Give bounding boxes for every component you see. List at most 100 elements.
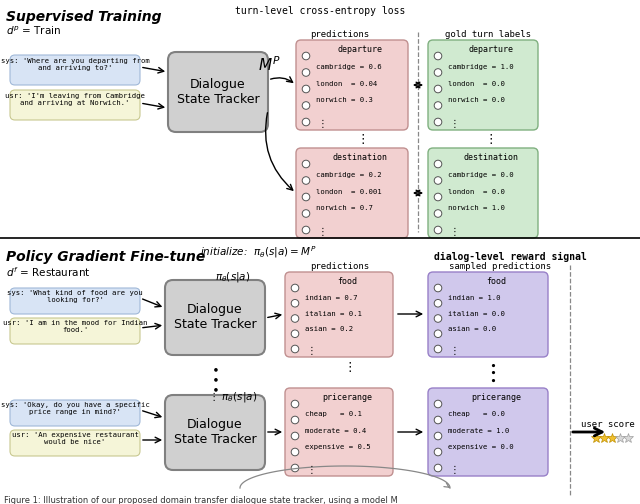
Text: $\bullet$: $\bullet$: [211, 382, 219, 395]
Circle shape: [434, 416, 442, 424]
Circle shape: [434, 69, 442, 76]
Text: cambridge = 1.0: cambridge = 1.0: [448, 64, 514, 70]
Text: $\vdots$: $\vdots$: [449, 225, 457, 238]
Circle shape: [434, 118, 442, 126]
Circle shape: [302, 118, 310, 126]
Text: norwich = 0.0: norwich = 0.0: [448, 97, 505, 103]
FancyBboxPatch shape: [10, 90, 140, 120]
Text: london  = 0.04: london = 0.04: [316, 81, 377, 87]
Text: $\vdots$: $\vdots$: [449, 117, 457, 130]
Circle shape: [434, 432, 442, 440]
Circle shape: [302, 52, 310, 60]
Text: $d^f$ = Restaurant: $d^f$ = Restaurant: [6, 265, 91, 279]
Text: $\vdots$: $\vdots$: [317, 225, 324, 238]
Text: $\vdots$: $\vdots$: [449, 463, 457, 476]
Text: sys: 'Where are you departing from
and arriving to?': sys: 'Where are you departing from and a…: [1, 58, 149, 71]
Text: turn-level cross-entropy loss: turn-level cross-entropy loss: [235, 6, 405, 16]
Text: $\vdots$: $\vdots$: [307, 344, 314, 357]
FancyBboxPatch shape: [10, 318, 140, 344]
Text: cheap   = 0.1: cheap = 0.1: [305, 411, 362, 417]
Text: $\vdots$: $\vdots$: [307, 463, 314, 476]
Text: $\bullet$: $\bullet$: [211, 362, 219, 375]
Text: $\bullet$: $\bullet$: [211, 372, 219, 385]
Text: cheap   = 0.0: cheap = 0.0: [448, 411, 505, 417]
Text: expensive = 0.0: expensive = 0.0: [448, 444, 514, 450]
Circle shape: [434, 102, 442, 109]
Circle shape: [434, 464, 442, 472]
FancyBboxPatch shape: [285, 272, 393, 357]
FancyBboxPatch shape: [10, 430, 140, 456]
Text: sys: 'Okay, do you have a specific
price range in mind?': sys: 'Okay, do you have a specific price…: [1, 402, 149, 415]
Text: Policy Gradient Fine-tune: Policy Gradient Fine-tune: [6, 250, 205, 264]
Circle shape: [434, 284, 442, 292]
Text: indian = 0.7: indian = 0.7: [305, 295, 358, 301]
Text: food: food: [337, 277, 357, 286]
Text: destination: destination: [333, 153, 387, 162]
Circle shape: [302, 177, 310, 184]
FancyBboxPatch shape: [428, 40, 538, 130]
Circle shape: [291, 314, 299, 322]
Text: sampled predictions: sampled predictions: [449, 262, 551, 271]
Circle shape: [434, 52, 442, 60]
Circle shape: [434, 299, 442, 307]
Text: moderate = 0.4: moderate = 0.4: [305, 428, 366, 434]
Text: asian = 0.2: asian = 0.2: [305, 327, 353, 332]
Circle shape: [302, 102, 310, 109]
Text: asian = 0.0: asian = 0.0: [448, 327, 496, 332]
Text: pricerange: pricerange: [471, 393, 521, 402]
FancyBboxPatch shape: [296, 148, 408, 238]
Text: $M^P$: $M^P$: [258, 55, 281, 74]
Text: norwich = 0.3: norwich = 0.3: [316, 97, 373, 103]
Text: italian = 0.0: italian = 0.0: [448, 310, 505, 317]
Circle shape: [302, 69, 310, 76]
Circle shape: [302, 226, 310, 234]
Circle shape: [434, 210, 442, 217]
Text: $\vdots$: $\vdots$: [449, 344, 457, 357]
Text: $\pi_\theta(s|a)$: $\pi_\theta(s|a)$: [215, 270, 251, 284]
Circle shape: [434, 345, 442, 353]
Circle shape: [434, 193, 442, 201]
Text: destination: destination: [463, 153, 518, 162]
Text: norwich = 0.7: norwich = 0.7: [316, 206, 373, 212]
Text: $\vdots$: $\vdots$: [342, 360, 351, 374]
Text: predictions: predictions: [310, 30, 369, 39]
Text: $d^p$ = Train: $d^p$ = Train: [6, 25, 61, 37]
Circle shape: [291, 464, 299, 472]
Circle shape: [434, 226, 442, 234]
Text: $\vdots$: $\vdots$: [356, 132, 364, 146]
Text: norwich = 1.0: norwich = 1.0: [448, 206, 505, 212]
FancyBboxPatch shape: [428, 272, 548, 357]
FancyBboxPatch shape: [165, 395, 265, 470]
Text: london  = 0.0: london = 0.0: [448, 188, 505, 195]
Text: $\vdots$: $\vdots$: [484, 132, 492, 146]
Circle shape: [291, 345, 299, 353]
FancyBboxPatch shape: [168, 52, 268, 132]
Text: initialize:  $\pi_\theta(s|a) = M^P$: initialize: $\pi_\theta(s|a) = M^P$: [200, 244, 317, 260]
Circle shape: [434, 448, 442, 456]
Circle shape: [291, 284, 299, 292]
FancyBboxPatch shape: [428, 388, 548, 476]
Text: usr: 'An expensive restaurant
would be nice': usr: 'An expensive restaurant would be n…: [12, 432, 138, 445]
Circle shape: [302, 193, 310, 201]
Text: pricerange: pricerange: [322, 393, 372, 402]
Text: usr: 'I am in the mood for Indian
food.': usr: 'I am in the mood for Indian food.': [3, 320, 147, 333]
Circle shape: [302, 160, 310, 168]
Text: $\vdots\ \pi_\theta(s|a)$: $\vdots\ \pi_\theta(s|a)$: [209, 390, 257, 404]
Text: sys: 'What kind of food are you
looking for?': sys: 'What kind of food are you looking …: [7, 290, 143, 303]
Text: cambridge = 0.2: cambridge = 0.2: [316, 171, 381, 177]
FancyBboxPatch shape: [296, 40, 408, 130]
FancyBboxPatch shape: [10, 288, 140, 314]
Text: usr: 'I'm leaving from Cambridge
and arriving at Norwich.': usr: 'I'm leaving from Cambridge and arr…: [5, 93, 145, 106]
Text: $\bullet$: $\bullet$: [490, 360, 497, 370]
Text: cambridge = 0.0: cambridge = 0.0: [448, 171, 514, 177]
Text: predictions: predictions: [310, 262, 369, 271]
FancyBboxPatch shape: [10, 55, 140, 85]
Circle shape: [291, 416, 299, 424]
Circle shape: [434, 85, 442, 93]
Circle shape: [291, 432, 299, 440]
Circle shape: [291, 299, 299, 307]
Circle shape: [291, 448, 299, 456]
Circle shape: [434, 400, 442, 408]
Text: $\bullet$: $\bullet$: [490, 367, 497, 377]
FancyBboxPatch shape: [285, 388, 393, 476]
